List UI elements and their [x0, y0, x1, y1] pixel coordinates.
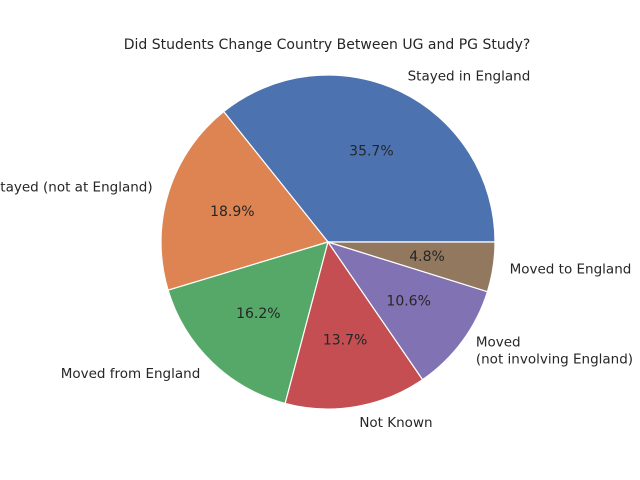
percent-label-moved-from-england: 16.2% [236, 306, 280, 322]
slice-label-moved-from-england: Moved from England [61, 366, 201, 382]
pie-slice-not-known [284, 240, 424, 410]
pie-slice-moved-from-england [167, 241, 329, 405]
slice-labels: Stayed in England Stayed (not at England)… [0, 68, 633, 431]
chart-title: Did Students Change Country Between UG a… [124, 37, 531, 53]
percent-label-stayed-in-england: 35.7% [349, 144, 393, 160]
slice-label-not-known: Not Known [359, 415, 432, 431]
percent-labels: 35.7% 18.9% 16.2% 13.7% 10.6% 4.8% [210, 144, 445, 349]
pie-slice-stayed-not-at-england [160, 110, 330, 291]
pie-slice-stayed-in-england [222, 74, 496, 243]
percent-label-moved-to-england: 4.8% [409, 249, 445, 265]
pie-slice-moved-not-involving-england [326, 240, 489, 381]
slice-label-moved-not-involving-england: Moved (not involving England) [476, 335, 633, 368]
percent-label-stayed-not-at-england: 18.9% [210, 204, 254, 220]
pie-slice-moved-to-england [327, 241, 496, 293]
percent-label-moved-not-involving-england: 10.6% [386, 293, 430, 309]
slice-label-stayed-not-at-england: Stayed (not at England) [0, 179, 153, 195]
pie-slices [160, 74, 496, 410]
slice-label-moved-to-england: Moved to England [510, 262, 632, 278]
percent-label-not-known: 13.7% [323, 333, 367, 349]
slice-label-stayed-in-england: Stayed in England [408, 68, 531, 84]
